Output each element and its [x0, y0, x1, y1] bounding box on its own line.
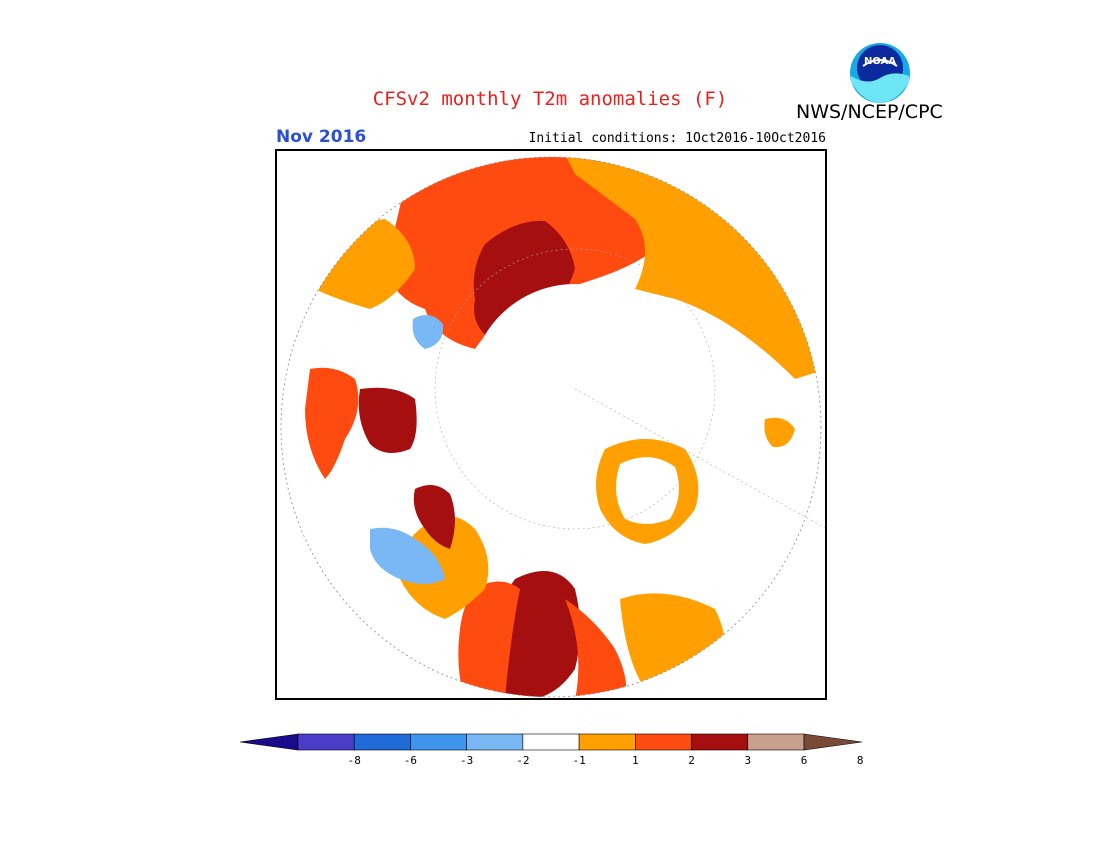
chart-title: CFSv2 monthly T2m anomalies (F) — [372, 88, 728, 110]
logo-text: NOAA — [864, 56, 896, 67]
region-eastern-europe — [305, 367, 359, 479]
colorbar-tick-label: 2 — [688, 754, 695, 767]
region-hudson-bay-east — [565, 599, 627, 697]
colorbar-cells — [239, 733, 863, 751]
region-scandinavia — [358, 387, 417, 453]
colorbar-tick-label: 1 — [632, 754, 639, 767]
region-east-siberia — [565, 157, 821, 379]
region-alaska-red — [413, 485, 455, 549]
map-inner-latitude — [434, 248, 716, 530]
colorbar-cell — [466, 733, 524, 751]
noaa-logo: NOAA — [850, 43, 910, 103]
colorbar-cell — [635, 733, 692, 751]
region-iceland-anomaly — [764, 417, 795, 448]
polar-map — [275, 149, 827, 700]
region-greenland-interior — [616, 457, 679, 524]
colorbar-extend-low — [239, 733, 299, 751]
colorbar: -8 -6 -3 -2 -1 1 2 3 6 8 — [239, 733, 864, 767]
colorbar-cell — [691, 733, 749, 751]
colorbar-cell — [353, 733, 411, 751]
colorbar-tick-label: -1 — [572, 754, 585, 767]
colorbar-tick-label: -8 — [348, 754, 361, 767]
region-alaska — [400, 516, 489, 619]
region-arabian-region — [412, 315, 444, 349]
colorbar-cell — [297, 733, 355, 751]
map-meridian — [574, 388, 827, 530]
region-hudson-bay — [458, 581, 520, 697]
colorbar-cell — [747, 733, 805, 751]
colorbar-cell — [522, 733, 580, 751]
colorbar-tick-label: 8 — [857, 754, 864, 767]
agency-label: NWS/NCEP/CPC — [796, 101, 943, 123]
colorbar-extend-high — [803, 733, 863, 751]
map-outer-latitude — [280, 156, 822, 698]
map-border — [275, 149, 827, 700]
colorbar-labels: -8 -6 -3 -2 -1 1 2 3 6 8 — [348, 754, 864, 767]
colorbar-tick-label: 6 — [801, 754, 808, 767]
colorbar-tick-label: -3 — [460, 754, 473, 767]
initial-conditions-label: Initial conditions: 1Oct2016-10Oct2016 — [528, 131, 826, 146]
colorbar-tick-label: -2 — [516, 754, 529, 767]
colorbar-cell — [410, 733, 467, 751]
colorbar-tick-label: -6 — [404, 754, 417, 767]
colorbar-tick-label: 3 — [744, 754, 751, 767]
valid-month-label: Nov 2016 — [276, 127, 367, 147]
colorbar-cell — [578, 733, 636, 751]
region-east-pacific-anomaly — [370, 527, 445, 584]
